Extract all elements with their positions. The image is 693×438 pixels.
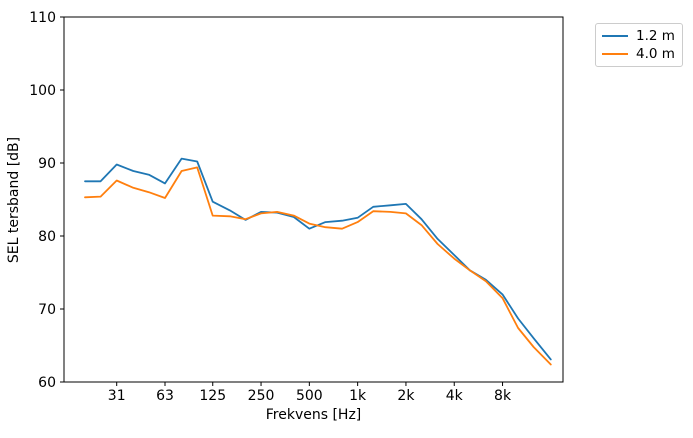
y-tick-label: 80	[38, 229, 56, 245]
x-tick-label: 2k	[397, 388, 415, 404]
x-tick-label: 250	[248, 388, 275, 404]
x-tick-label: 125	[199, 388, 226, 404]
axes-box	[63, 16, 564, 383]
x-axis-label: Frekvens [Hz]	[265, 407, 362, 423]
series-line-1	[84, 166, 552, 366]
y-tick-label: 100	[29, 83, 56, 99]
legend-label-1: 4.0 m	[636, 45, 675, 62]
x-tick-label: 63	[156, 388, 174, 404]
x-tick-label: 1k	[349, 388, 367, 404]
y-tick-label: 110	[29, 10, 56, 26]
legend-label-0: 1.2 m	[636, 27, 675, 44]
x-tick-label: 8k	[494, 388, 512, 404]
x-tick-label: 500	[296, 388, 323, 404]
x-tick-label: 4k	[446, 388, 464, 404]
legend: 1.2 m 4.0 m	[595, 23, 683, 67]
y-tick-label: 70	[38, 302, 56, 318]
legend-item-series-0: 1.2 m	[602, 28, 676, 45]
legend-line-swatch-0	[602, 35, 628, 37]
y-axis-label: SEL tersband [dB]	[6, 136, 22, 264]
x-tick-label: 31	[108, 388, 126, 404]
y-tick-label: 90	[38, 156, 56, 172]
legend-line-swatch-1	[602, 53, 628, 55]
series-line-0	[84, 157, 552, 361]
legend-item-series-1: 4.0 m	[602, 46, 676, 63]
y-tick-label: 60	[38, 375, 56, 391]
